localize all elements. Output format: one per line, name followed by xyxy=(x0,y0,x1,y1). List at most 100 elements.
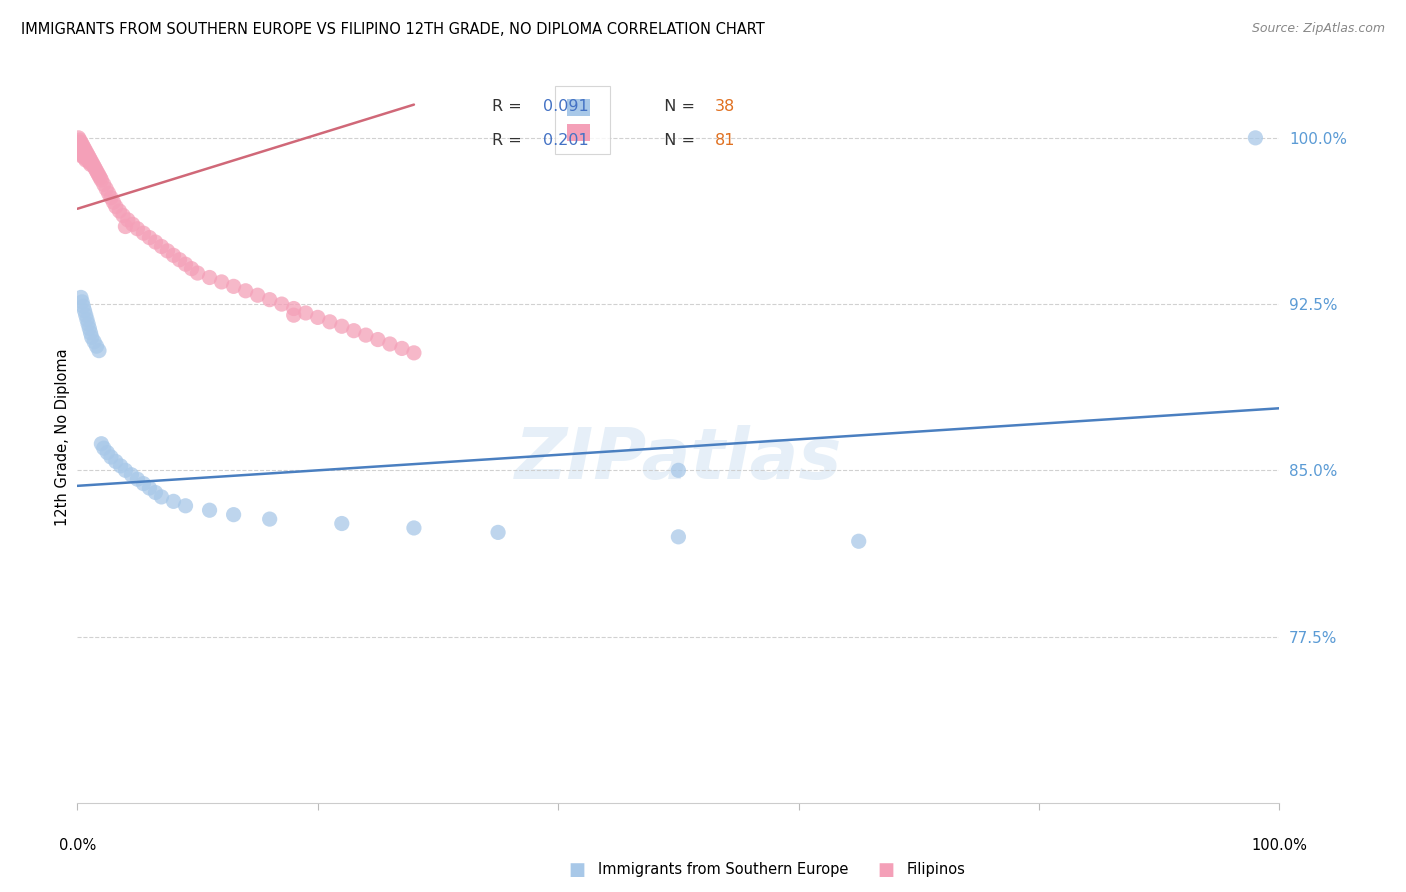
Text: 100.0%: 100.0% xyxy=(1251,838,1308,854)
Point xyxy=(75,148,97,162)
Point xyxy=(180,261,202,276)
Point xyxy=(82,157,104,171)
Text: 0.091: 0.091 xyxy=(543,99,588,114)
Point xyxy=(150,490,173,504)
Point xyxy=(90,436,112,450)
Point xyxy=(72,139,94,153)
Point xyxy=(67,139,90,153)
Text: ZIPatlas: ZIPatlas xyxy=(515,425,842,493)
Point xyxy=(127,472,149,486)
Point xyxy=(198,270,221,285)
Point xyxy=(70,136,93,150)
Point xyxy=(89,170,111,185)
Point xyxy=(169,252,191,267)
Point xyxy=(93,178,115,192)
Point xyxy=(330,516,353,531)
Point xyxy=(73,303,96,318)
Point xyxy=(72,144,94,158)
Point xyxy=(145,485,167,500)
Point xyxy=(174,499,197,513)
Point xyxy=(73,142,96,156)
Point xyxy=(79,151,101,165)
Point xyxy=(70,142,93,156)
Point xyxy=(222,508,245,522)
Point xyxy=(70,137,93,152)
Point xyxy=(378,337,401,351)
Point xyxy=(79,321,101,335)
Point xyxy=(259,512,281,526)
Text: N =: N = xyxy=(654,133,700,148)
Point xyxy=(848,534,870,549)
Point xyxy=(86,164,108,178)
Text: 81: 81 xyxy=(714,133,735,148)
Point xyxy=(120,467,142,482)
Point xyxy=(79,153,101,167)
Point xyxy=(75,153,97,167)
Text: R =: R = xyxy=(492,99,527,114)
Point xyxy=(391,342,413,356)
Point xyxy=(108,204,131,219)
Point xyxy=(235,284,257,298)
Point xyxy=(330,319,353,334)
Point xyxy=(162,248,184,262)
Point xyxy=(186,266,209,280)
Point xyxy=(104,454,127,468)
Point xyxy=(96,182,118,196)
Point xyxy=(100,191,122,205)
Point xyxy=(69,142,91,156)
Point xyxy=(73,146,96,161)
Point xyxy=(79,155,101,169)
Point xyxy=(150,239,173,253)
Point xyxy=(319,315,342,329)
Text: Source: ZipAtlas.com: Source: ZipAtlas.com xyxy=(1251,22,1385,36)
Point xyxy=(402,346,425,360)
Point xyxy=(283,301,305,316)
Text: ■: ■ xyxy=(568,861,585,879)
Point xyxy=(70,146,93,161)
Point xyxy=(87,166,110,180)
Point xyxy=(69,133,91,147)
Point xyxy=(145,235,167,249)
Point xyxy=(83,334,105,349)
Text: 0.201: 0.201 xyxy=(543,133,588,148)
Point xyxy=(259,293,281,307)
Text: N =: N = xyxy=(654,99,700,114)
Point xyxy=(72,299,94,313)
Point xyxy=(103,195,125,210)
Point xyxy=(77,317,100,331)
Point xyxy=(87,169,110,183)
Point xyxy=(84,161,107,176)
Point xyxy=(270,297,292,311)
Point xyxy=(76,151,98,165)
Point xyxy=(73,151,96,165)
Point xyxy=(307,310,329,325)
Point xyxy=(70,139,93,153)
Point xyxy=(77,148,100,162)
Point xyxy=(70,290,93,304)
Point xyxy=(86,339,108,353)
Point xyxy=(174,257,197,271)
Point xyxy=(87,343,110,358)
Point xyxy=(127,221,149,235)
Point xyxy=(75,308,97,322)
Point xyxy=(114,463,136,477)
Point xyxy=(117,212,139,227)
Point xyxy=(1244,131,1267,145)
Point xyxy=(69,137,91,152)
Point xyxy=(80,155,103,169)
Point xyxy=(367,333,389,347)
Point xyxy=(96,445,118,459)
Point xyxy=(294,306,316,320)
Point xyxy=(76,312,98,326)
Point xyxy=(77,153,100,167)
Text: 38: 38 xyxy=(714,99,735,114)
Point xyxy=(111,209,134,223)
Point xyxy=(246,288,269,302)
Point xyxy=(70,294,93,309)
Point xyxy=(100,450,122,464)
Point xyxy=(354,328,377,343)
Point xyxy=(76,146,98,161)
Y-axis label: 12th Grade, No Diploma: 12th Grade, No Diploma xyxy=(55,348,70,526)
Point xyxy=(79,326,101,340)
Point xyxy=(97,186,120,201)
